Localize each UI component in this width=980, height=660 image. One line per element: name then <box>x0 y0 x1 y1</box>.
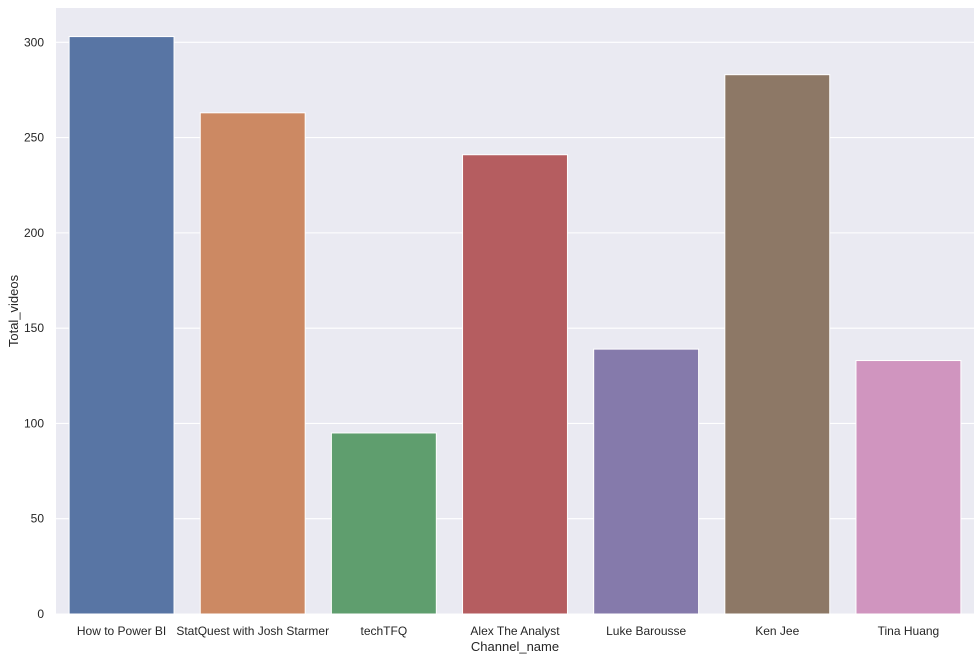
x-tick-label: Tina Huang <box>878 624 940 638</box>
y-tick-label: 300 <box>24 35 44 49</box>
y-tick-label: 50 <box>31 512 45 526</box>
bar-2 <box>330 432 437 615</box>
bars <box>68 36 962 615</box>
y-tick-label: 150 <box>24 321 44 335</box>
bar-0 <box>68 36 175 615</box>
y-tick-label: 0 <box>37 607 44 621</box>
x-tick-label: techTFQ <box>361 624 408 638</box>
bar-5 <box>724 74 831 615</box>
x-tick-label: Luke Barousse <box>606 624 686 638</box>
x-tick-label: Alex The Analyst <box>470 624 560 638</box>
bar-4 <box>593 348 700 615</box>
x-tick-label: How to Power BI <box>77 624 166 638</box>
x-tick-label: StatQuest with Josh Starmer <box>176 624 329 638</box>
x-axis-label: Channel_name <box>471 639 559 654</box>
y-axis-ticks: 0 50 100 150 200 250 300 <box>24 35 44 621</box>
x-tick-label: Ken Jee <box>755 624 799 638</box>
y-tick-label: 100 <box>24 416 44 430</box>
bar-3 <box>462 154 568 615</box>
y-axis-label: Total_videos <box>6 274 21 347</box>
y-tick-label: 250 <box>24 131 44 145</box>
bar-1 <box>199 112 306 615</box>
x-axis-ticks: How to Power BI StatQuest with Josh Starm… <box>77 624 939 638</box>
y-tick-label: 200 <box>24 226 44 240</box>
bar-6 <box>855 360 962 615</box>
